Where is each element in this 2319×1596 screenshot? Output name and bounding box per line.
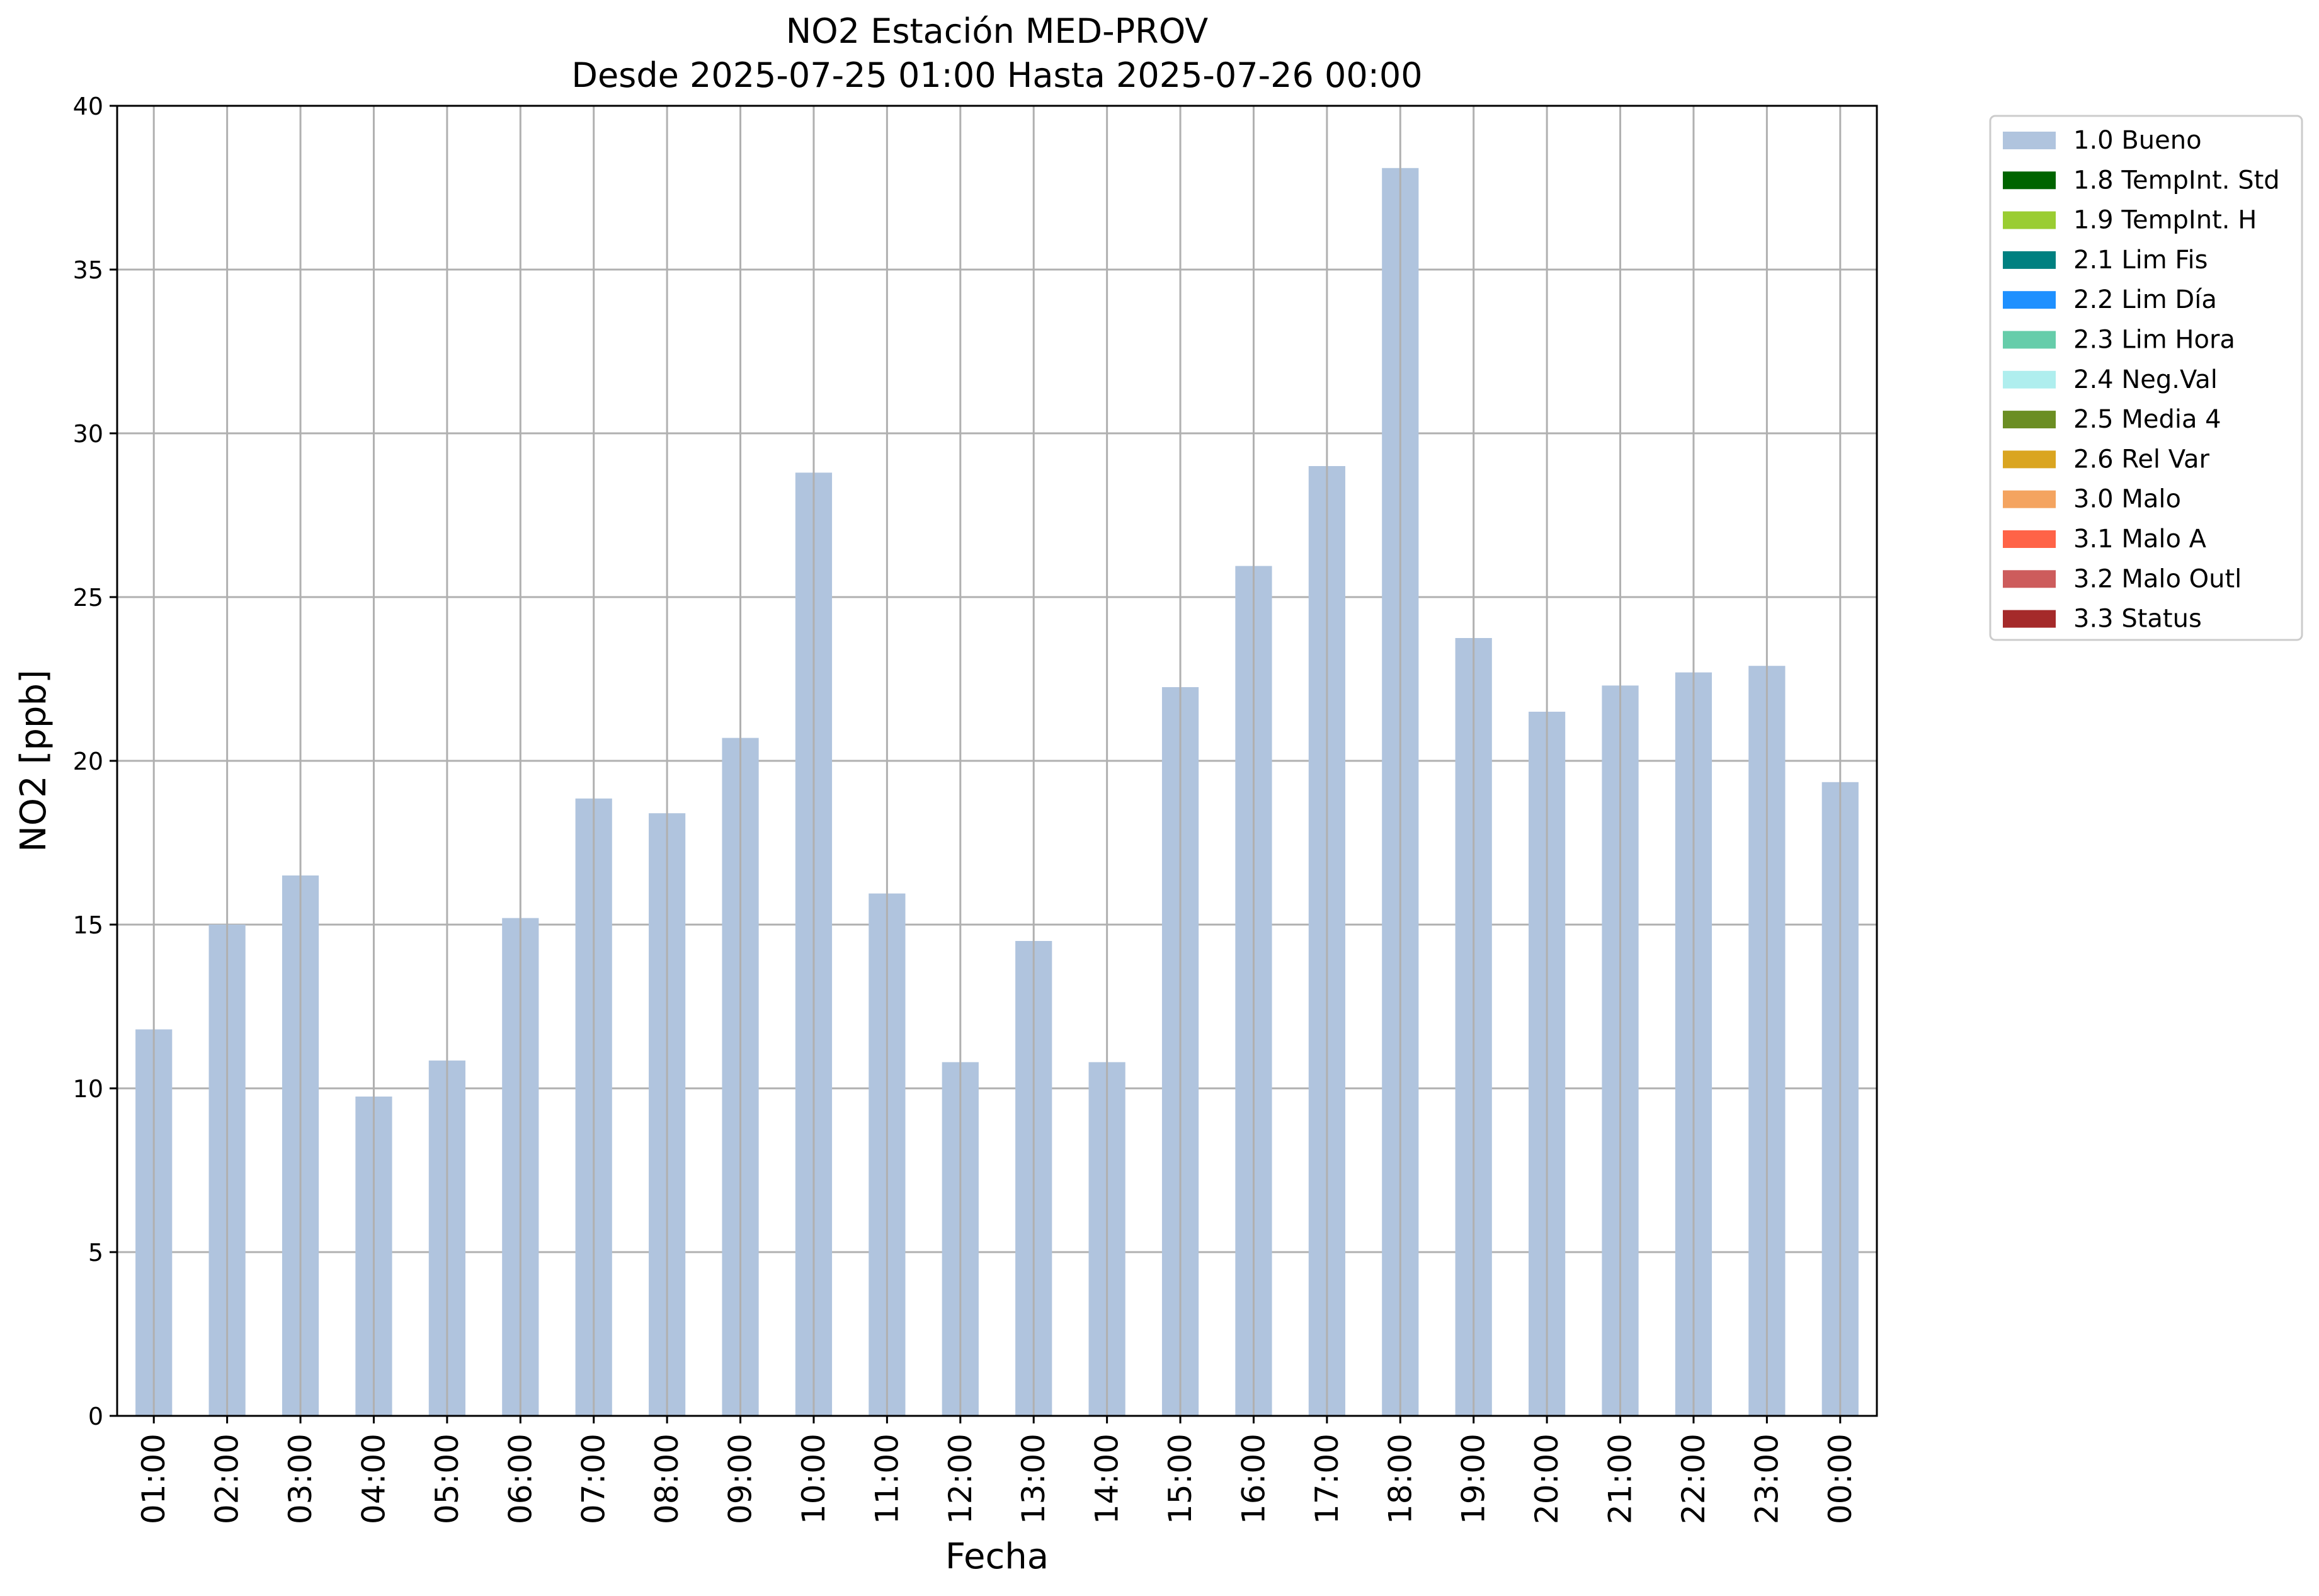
x-tick-label: 01:00 [135, 1434, 172, 1524]
legend-swatch [2003, 530, 2056, 548]
legend-label: 2.1 Lim Fis [2073, 246, 2208, 275]
legend-swatch [2003, 610, 2056, 628]
y-tick-label: 0 [88, 1403, 103, 1430]
x-tick-label: 06:00 [502, 1434, 538, 1524]
legend-label: 3.0 Malo [2073, 485, 2181, 514]
legend-swatch [2003, 370, 2056, 389]
y-tick-label: 30 [73, 420, 103, 448]
vertical-grid-lines [152, 106, 1842, 1416]
legend-label: 1.0 Bueno [2073, 126, 2202, 155]
legend-swatch [2003, 171, 2056, 190]
x-tick-label: 12:00 [942, 1434, 979, 1524]
x-tick-label: 18:00 [1382, 1434, 1418, 1524]
y-tick-label: 10 [73, 1075, 103, 1103]
x-axis-label: Fecha [945, 1536, 1049, 1577]
y-axis: 0 5 10 15 20 25 30 35 40 [73, 93, 117, 1430]
y-tick-label: 5 [88, 1239, 103, 1267]
x-tick-label: 02:00 [209, 1434, 246, 1524]
legend-swatch [2003, 291, 2056, 309]
x-tick-label: 20:00 [1529, 1434, 1565, 1524]
legend-label: 3.2 Malo Outl [2073, 564, 2242, 593]
y-tick-label: 25 [73, 584, 103, 612]
legend-label: 1.8 TempInt. Std [2073, 166, 2280, 195]
legend-swatch [2003, 132, 2056, 149]
legend-label: 2.4 Neg.Val [2073, 365, 2218, 394]
x-tick-label: 19:00 [1456, 1434, 1492, 1524]
y-tick-label: 15 [73, 911, 103, 939]
legend-label: 2.3 Lim Hora [2073, 326, 2235, 355]
chart-subtitle: Desde 2025-07-25 01:00 Hasta 2025-07-26 … [571, 55, 1422, 95]
x-tick-label: 08:00 [649, 1434, 685, 1524]
legend-swatch [2003, 570, 2056, 588]
x-tick-label: 21:00 [1602, 1434, 1639, 1524]
legend-label: 2.6 Rel Var [2073, 445, 2210, 474]
x-axis: 01:00 02:00 03:00 04:00 05:00 06:00 07:00 08:00… [135, 1416, 1859, 1524]
x-tick-label: 22:00 [1675, 1434, 1712, 1524]
legend-label: 3.3 Status [2073, 605, 2202, 634]
legend-label: 1.9 TempInt. H [2073, 206, 2257, 235]
legend-label: 2.5 Media 4 [2073, 405, 2221, 434]
legend-swatch [2003, 450, 2056, 469]
y-tick-label: 35 [73, 256, 103, 284]
y-tick-label: 20 [73, 748, 103, 775]
legend-label: 3.1 Malo A [2073, 525, 2207, 554]
bars [135, 168, 1859, 1416]
y-tick-label: 40 [73, 93, 103, 120]
x-tick-label: 03:00 [282, 1434, 319, 1524]
legend-frame [1989, 115, 2303, 641]
x-tick-label: 04:00 [355, 1434, 392, 1524]
x-tick-label: 14:00 [1089, 1434, 1125, 1524]
x-tick-label: 10:00 [795, 1434, 832, 1524]
legend: 1.0 Bueno 1.8 TempInt. Std 1.9 TempInt. H 2… [1989, 115, 2303, 641]
x-tick-label: 07:00 [576, 1434, 612, 1524]
x-tick-label: 09:00 [722, 1434, 759, 1524]
x-tick-label: 13:00 [1015, 1434, 1052, 1524]
legend-swatch [2003, 211, 2056, 229]
legend-swatch [2003, 490, 2056, 508]
x-tick-label: 16:00 [1235, 1434, 1272, 1524]
x-tick-label: 11:00 [869, 1434, 905, 1524]
legend-swatch [2003, 411, 2056, 429]
x-tick-label: 00:00 [1822, 1434, 1859, 1524]
x-tick-label: 17:00 [1309, 1434, 1345, 1524]
legend-swatch [2003, 251, 2056, 269]
y-axis-label: NO2 [ppb] [13, 670, 54, 852]
x-tick-label: 23:00 [1748, 1434, 1785, 1524]
x-tick-label: 05:00 [429, 1434, 465, 1524]
legend-swatch [2003, 331, 2056, 349]
legend-label: 2.2 Lim Día [2073, 285, 2217, 314]
chart-title: NO2 Estación MED-PROV [786, 11, 1208, 51]
x-tick-label: 15:00 [1162, 1434, 1199, 1524]
